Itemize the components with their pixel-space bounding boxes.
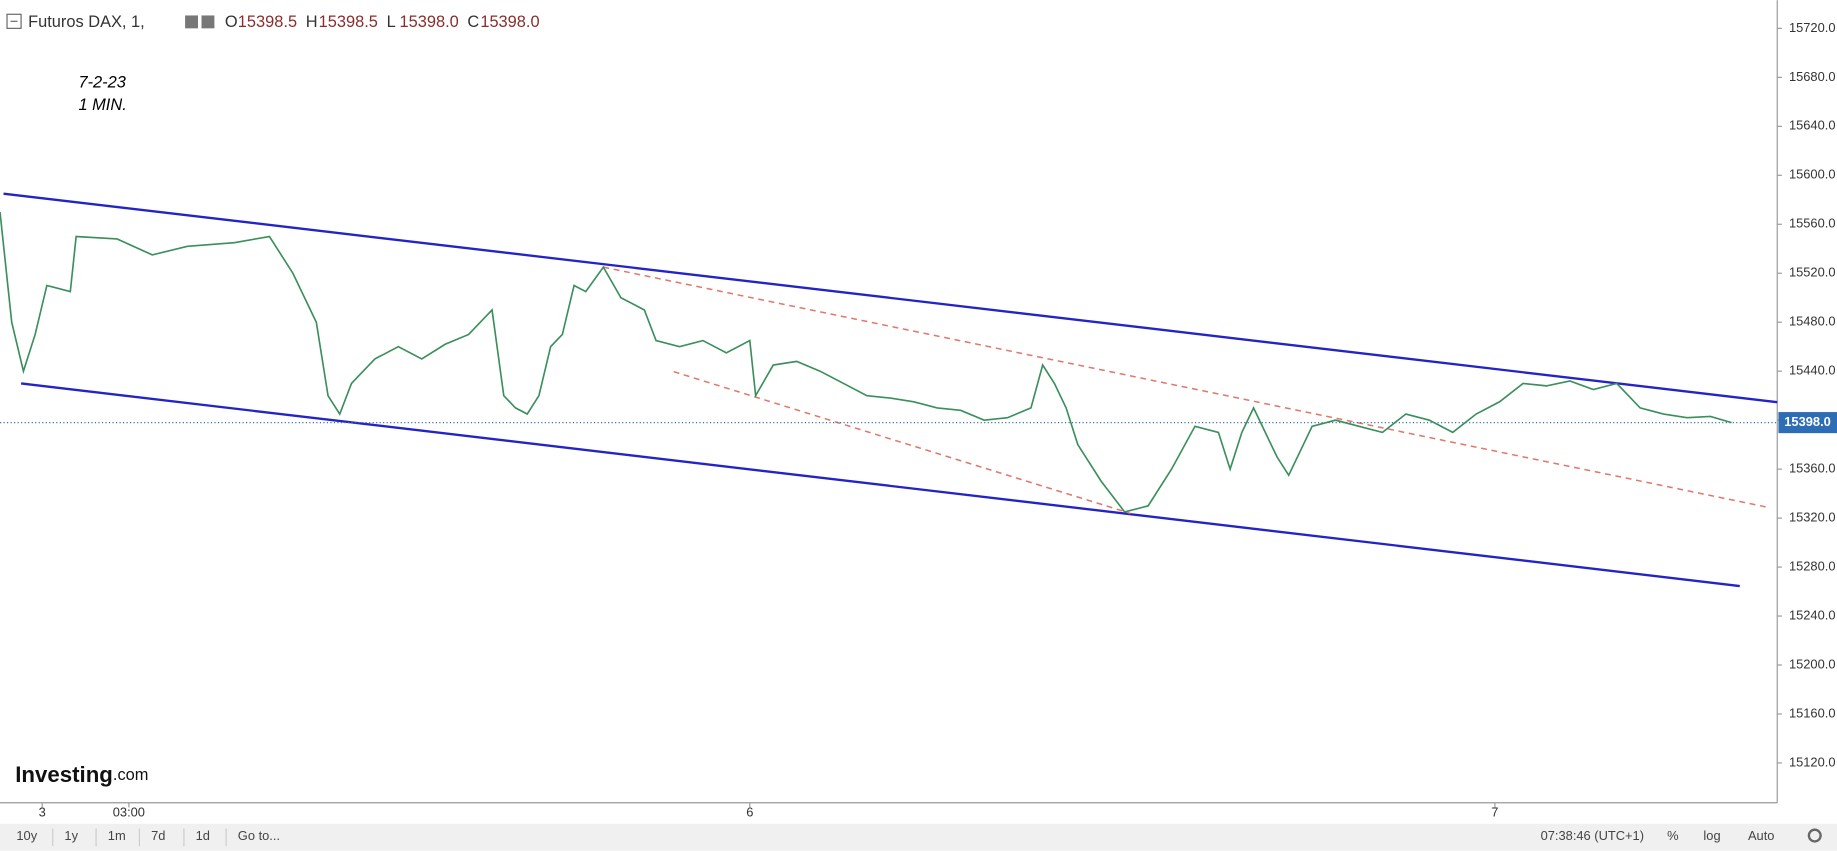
logo-main: Investing (15, 762, 113, 787)
chart-title: Futuros DAX, 1, (28, 13, 145, 31)
price-line (0, 211, 1732, 513)
x-tick-label: 6 (746, 805, 753, 820)
toolbar-button[interactable]: 1y (64, 828, 78, 843)
toolbar-button[interactable]: 10y (16, 828, 37, 843)
toolbar-button[interactable]: 1d (196, 828, 210, 843)
last-price-label: 15398.0 (1784, 414, 1831, 429)
toolbar-button[interactable]: Go to... (238, 828, 280, 843)
collapse-icon[interactable] (6, 13, 22, 29)
x-tick-label: 3 (39, 805, 46, 820)
ohlc-key: O (225, 13, 238, 31)
y-tick-label: 15240.0 (1789, 607, 1836, 622)
toolbar-button[interactable]: 7d (151, 828, 165, 843)
y-tick-label: 15640.0 (1789, 118, 1836, 133)
y-tick-label: 15560.0 (1789, 216, 1836, 231)
toolbar (0, 823, 1837, 851)
logo-suffix: .com (113, 766, 149, 784)
y-tick-label: 15120.0 (1789, 754, 1836, 769)
settings-icon[interactable] (185, 15, 198, 29)
ohlc-key: L (387, 13, 396, 31)
x-tick-label: 7 (1491, 805, 1498, 820)
toolbar-button: 07:38:46 (UTC+1) (1541, 828, 1644, 843)
trendline (603, 266, 1770, 509)
y-tick-label: 15600.0 (1789, 167, 1836, 182)
ohlc-value: 15398.0 (480, 13, 539, 31)
ohlc-value: 15398.0 (400, 13, 459, 31)
y-tick-label: 15280.0 (1789, 558, 1836, 573)
trendline (20, 382, 1740, 588)
logo: Investing.com (15, 762, 148, 787)
ohlc-value: 15398.5 (319, 13, 378, 31)
toolbar-button[interactable]: 1m (108, 828, 126, 843)
trendline (3, 192, 1778, 404)
ohlc-value: 15398.5 (238, 13, 297, 31)
annotation: 7-2-23 (78, 74, 125, 92)
annotation: 1 MIN. (78, 96, 126, 114)
settings-gear[interactable] (1807, 828, 1822, 843)
y-tick-label: 15680.0 (1789, 69, 1836, 84)
toolbar-button[interactable]: Auto (1748, 828, 1775, 843)
ohlc-key: H (306, 13, 318, 31)
y-tick-label: 15160.0 (1789, 705, 1836, 720)
y-tick-label: 15720.0 (1789, 20, 1836, 35)
last-price-tag (1778, 412, 1837, 434)
y-tick-label: 15440.0 (1789, 363, 1836, 378)
toolbar-button[interactable]: % (1667, 828, 1678, 843)
y-tick-label: 15320.0 (1789, 510, 1836, 525)
x-tick-label: 03:00 (113, 805, 145, 820)
y-tick-label: 15200.0 (1789, 656, 1836, 671)
y-tick-label: 15480.0 (1789, 314, 1836, 329)
settings-icon-2[interactable] (201, 15, 215, 29)
y-tick-label: 15360.0 (1789, 461, 1836, 476)
ohlc-key: C (467, 13, 479, 31)
y-tick-label: 15520.0 (1789, 265, 1836, 280)
toolbar-button[interactable]: log (1703, 828, 1720, 843)
